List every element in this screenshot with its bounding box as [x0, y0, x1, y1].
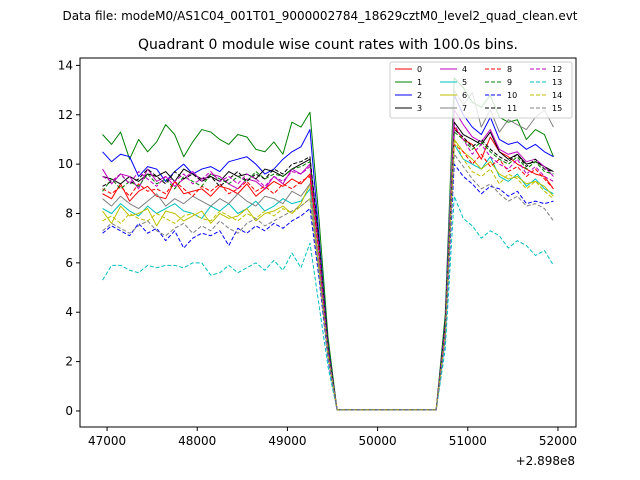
plot-frame — [79, 57, 577, 428]
legend-label-12: 12 — [552, 65, 562, 74]
series-line-9 — [102, 131, 554, 411]
x-tick-label: 50000 — [359, 434, 397, 448]
series-line-13 — [102, 195, 554, 411]
x-tick-label: 49000 — [268, 434, 306, 448]
legend-label-5: 5 — [462, 78, 467, 87]
series-line-4 — [102, 109, 554, 411]
chart-title: Quadrant 0 module wise count rates with … — [138, 37, 518, 53]
legend-label-9: 9 — [507, 78, 512, 87]
legend-label-4: 4 — [462, 65, 467, 74]
series-layer — [102, 77, 554, 411]
legend-label-15: 15 — [552, 104, 562, 113]
y-tick-label: 4 — [65, 305, 73, 319]
legend-label-14: 14 — [552, 91, 562, 100]
y-tick-label: 14 — [58, 58, 73, 72]
axes-layer: 47000 48000 49000 50000 51000 520000246810121… — [58, 58, 577, 448]
legend-label-3: 3 — [417, 104, 422, 113]
legend-label-0: 0 — [417, 65, 422, 74]
legend-box — [389, 61, 573, 119]
series-line-10 — [102, 163, 554, 411]
legend-label-13: 13 — [552, 78, 562, 87]
series-line-2 — [102, 94, 554, 411]
y-tick-label: 2 — [65, 355, 73, 369]
y-tick-label: 8 — [65, 206, 73, 220]
x-tick-label: 47000 — [88, 434, 126, 448]
data-file-label: Data file: modeM0/AS1C04_001T01_90000027… — [62, 9, 577, 23]
series-line-11 — [102, 129, 554, 411]
series-line-12 — [102, 124, 554, 411]
series-line-6 — [102, 138, 554, 411]
x-tick-label: 52000 — [539, 434, 577, 448]
x-offset-label: +2.898e8 — [516, 454, 575, 468]
y-tick-label: 6 — [65, 256, 73, 270]
y-tick-label: 12 — [58, 108, 73, 122]
legend-label-6: 6 — [462, 91, 467, 100]
series-line-15 — [102, 153, 554, 411]
legend-label-7: 7 — [462, 104, 467, 113]
y-tick-label: 0 — [65, 404, 73, 418]
legend-label-11: 11 — [507, 104, 517, 113]
series-line-14 — [102, 138, 554, 411]
x-tick-label: 51000 — [449, 434, 487, 448]
legend-label-2: 2 — [417, 91, 422, 100]
x-tick-label: 48000 — [178, 434, 216, 448]
legend-label-1: 1 — [417, 78, 422, 87]
legend-label-10: 10 — [507, 91, 517, 100]
y-tick-label: 10 — [58, 157, 73, 171]
legend-label-8: 8 — [507, 65, 512, 74]
